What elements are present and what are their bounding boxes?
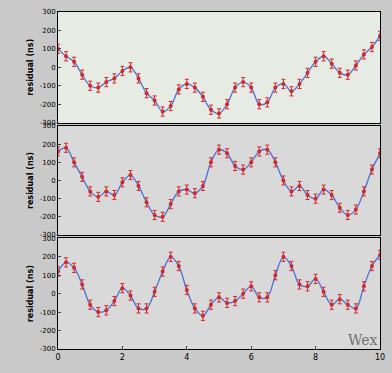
svg-text:200: 200 xyxy=(42,253,55,261)
svg-text:-200: -200 xyxy=(40,213,56,221)
svg-text:100: 100 xyxy=(42,45,55,53)
svg-text:10: 10 xyxy=(375,353,385,362)
svg-text:residual (ns): residual (ns) xyxy=(26,39,35,96)
svg-text:-300: -300 xyxy=(40,345,56,353)
svg-text:4: 4 xyxy=(184,353,189,362)
svg-text:0: 0 xyxy=(51,64,55,72)
svg-text:-100: -100 xyxy=(40,82,56,90)
svg-text:-200: -200 xyxy=(40,101,56,109)
svg-text:0: 0 xyxy=(51,177,55,185)
svg-text:100: 100 xyxy=(42,272,55,280)
svg-text:0: 0 xyxy=(55,353,60,362)
svg-text:residual (ns): residual (ns) xyxy=(26,152,35,209)
svg-text:200: 200 xyxy=(42,27,55,35)
svg-text:-200: -200 xyxy=(40,327,56,335)
svg-text:8: 8 xyxy=(313,353,318,362)
svg-text:-100: -100 xyxy=(40,195,56,203)
svg-text:-300: -300 xyxy=(40,119,56,127)
svg-text:-100: -100 xyxy=(40,309,56,317)
svg-text:residual (ns): residual (ns) xyxy=(26,265,35,322)
svg-text:300: 300 xyxy=(42,8,55,16)
svg-text:300: 300 xyxy=(42,122,55,130)
svg-text:0: 0 xyxy=(51,290,55,298)
svg-text:200: 200 xyxy=(42,141,55,149)
svg-text:300: 300 xyxy=(42,235,55,243)
svg-text:100: 100 xyxy=(42,159,55,167)
svg-text:2: 2 xyxy=(120,353,125,362)
svg-text:-300: -300 xyxy=(40,231,56,239)
svg-text:Wex: Wex xyxy=(348,332,378,348)
svg-text:6: 6 xyxy=(249,353,254,362)
